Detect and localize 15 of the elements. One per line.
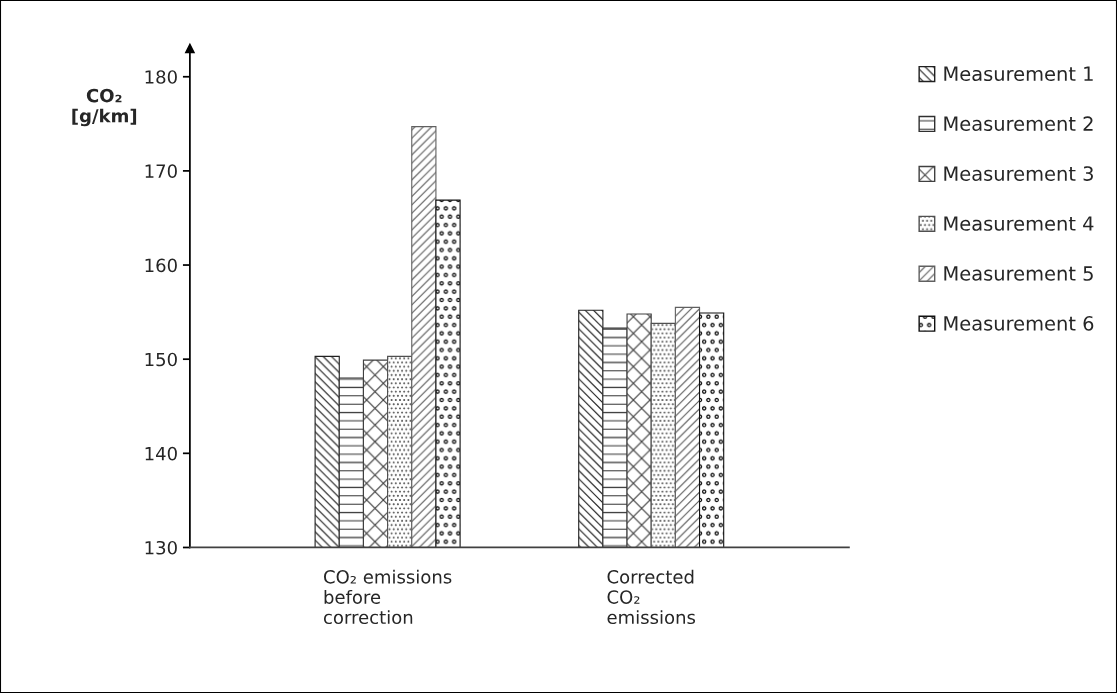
legend-label: Measurement 3 (944, 166, 1093, 181)
y-axis-title: CO₂ [g/km] (72, 88, 137, 127)
y-tick-label: 130 (145, 540, 177, 555)
x-tick-label: CO₂ emissions before correction (323, 569, 452, 625)
y-tick-label: 170 (145, 164, 177, 179)
legend-label: Measurement 1 (944, 66, 1093, 82)
y-tick-label: 180 (145, 70, 177, 84)
legend-label: Measurement 2 (944, 116, 1093, 131)
legend-label: Measurement 6 (944, 316, 1094, 331)
legend-label: Measurement 5 (944, 266, 1093, 281)
y-tick-label: 140 (145, 446, 177, 461)
x-tick-label: Corrected CO₂ emissions (607, 569, 696, 625)
legend-label: Measurement 4 (944, 216, 1094, 231)
y-tick-label: 160 (145, 258, 177, 273)
y-tick-label: 150 (145, 352, 177, 367)
